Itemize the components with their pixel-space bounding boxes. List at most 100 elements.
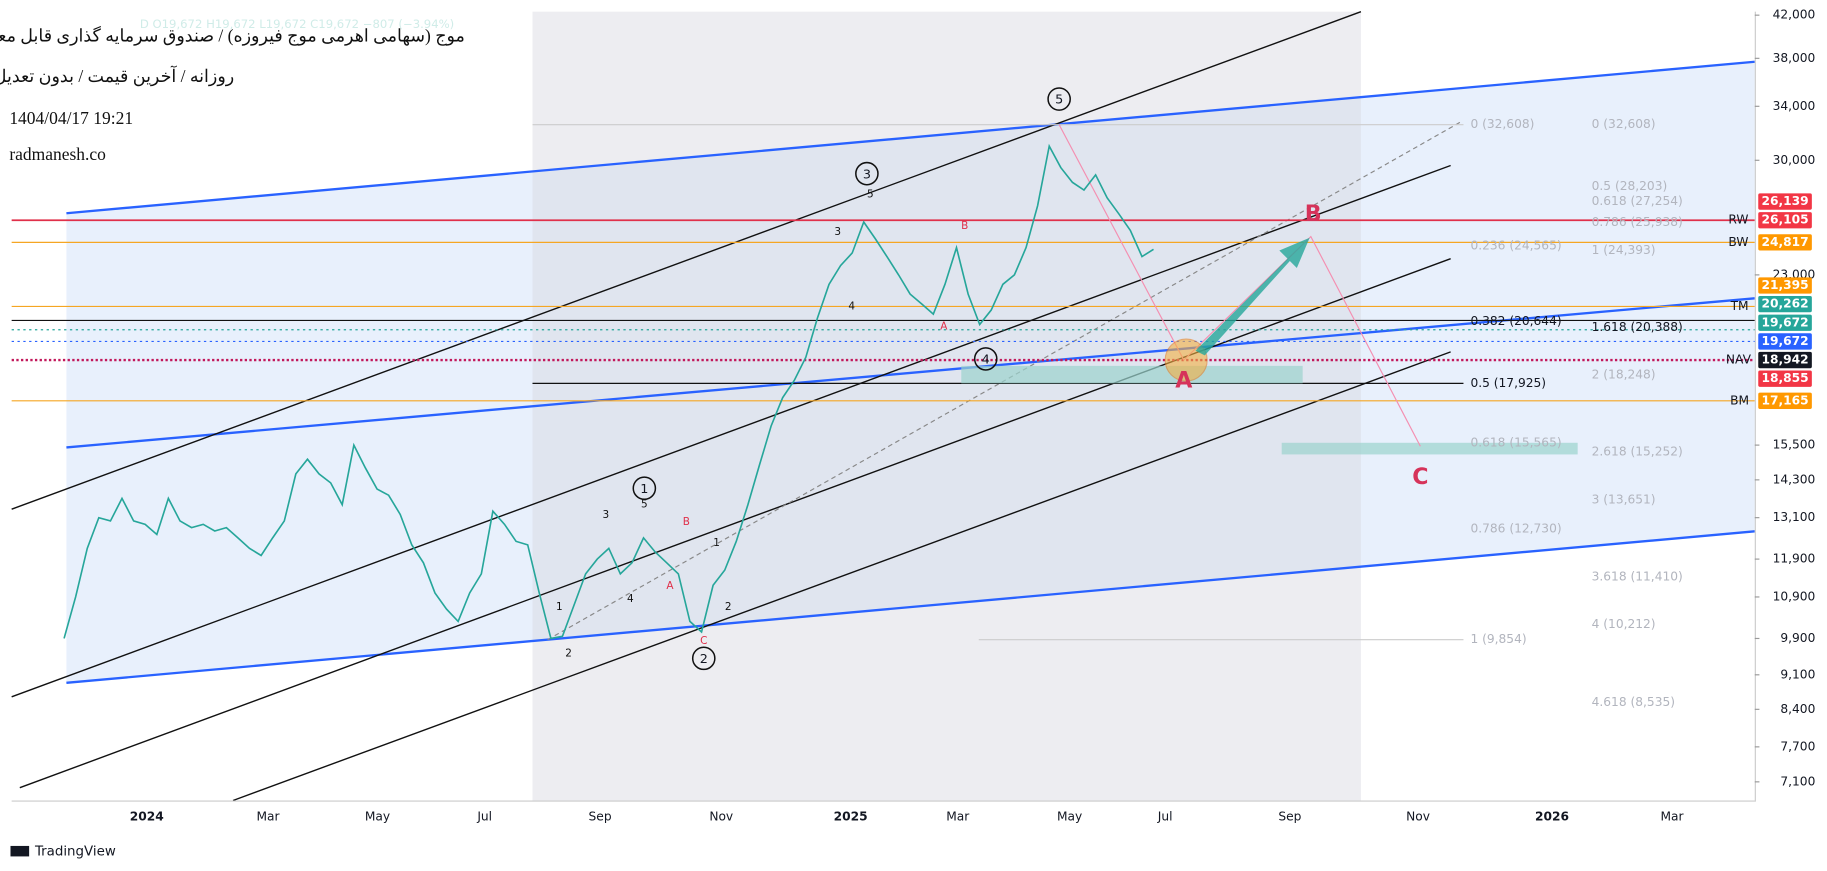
price-tag-label: 18,855	[1761, 371, 1808, 385]
fib-label: 2 (18,248)	[1592, 368, 1656, 382]
wave-circle	[632, 476, 657, 501]
drawings	[11, 11, 1756, 802]
price-tag-label: 24,817	[1761, 235, 1808, 249]
level-name: TM	[1730, 299, 1749, 313]
fib-label: 0 (32,608)	[1470, 117, 1534, 131]
channel-lower	[66, 530, 1755, 684]
fib-label: 0 (32,608)	[1592, 117, 1656, 131]
trend-line	[11, 164, 1451, 698]
fib-label: 3 (13,651)	[1592, 492, 1656, 506]
chart-date: 1404/04/17 19:21	[9, 108, 133, 128]
sub-wave-label: 1	[713, 537, 720, 549]
sub-wave-label: 2	[725, 601, 732, 613]
price-tag-label: 18,942	[1761, 353, 1808, 367]
axis-border	[1754, 11, 1756, 801]
fib-label: 4 (10,212)	[1592, 617, 1656, 631]
fib-label: 1 (24,393)	[1592, 243, 1656, 257]
wave-label: 1	[640, 482, 648, 497]
sub-wave-label: 4	[848, 300, 855, 312]
price-tag-label: 19,672	[1761, 334, 1808, 348]
price-axis-label: 10,900	[1773, 589, 1816, 603]
price-tag	[1758, 333, 1812, 350]
price-tag	[1758, 370, 1812, 387]
level-name: BW	[1728, 235, 1748, 249]
price-tag	[1758, 212, 1812, 229]
fib-label: 3.618 (11,410)	[1592, 569, 1683, 583]
price-axis-label: 38,000	[1773, 51, 1816, 65]
sub-wave-label: B	[961, 220, 968, 232]
price-axis-label: 15,500	[1773, 438, 1816, 452]
time-axis-label: Sep	[1278, 809, 1301, 823]
range-shade	[532, 11, 1361, 801]
projection-path	[1058, 124, 1421, 447]
price-line	[63, 143, 1154, 640]
fib-label: 0.236 (24,565)	[1470, 238, 1561, 252]
time-axis-label: May	[365, 809, 390, 823]
trend-line	[11, 11, 1362, 510]
logo-icon	[10, 845, 30, 857]
price-axis-label: 42,000	[1773, 8, 1816, 22]
price-tag	[1758, 295, 1812, 313]
sub-wave-label: C	[700, 635, 707, 647]
time-axis-label: 2026	[1535, 809, 1569, 823]
price-axis-label: 9,100	[1780, 667, 1815, 681]
wave-circle	[855, 161, 879, 186]
projection-label: C	[1412, 464, 1428, 490]
time-axis-label: 2025	[834, 809, 868, 823]
price-tag	[1758, 234, 1812, 251]
fib-label: 1 (9,854)	[1470, 632, 1526, 646]
price-tag-label: 20,262	[1761, 297, 1808, 311]
price-tag-label: 17,165	[1761, 393, 1808, 407]
fib-label: 0.382 (20,644)	[1470, 314, 1561, 328]
fib-label: 4.618 (8,535)	[1592, 695, 1675, 709]
price-axis-label: 13,100	[1773, 510, 1816, 524]
time-axis-label: Nov	[709, 809, 733, 823]
wave-circle	[1047, 87, 1071, 111]
level-name: NAV	[1726, 353, 1752, 367]
time-axis-label: Mar	[946, 809, 970, 823]
level-name: BM	[1730, 393, 1749, 407]
fib-label: 0.786 (12,730)	[1470, 522, 1561, 536]
chart-title: موج (سهامی اهرمی موج فیروزه) / صندوق سرم…	[0, 25, 465, 46]
wave-circle	[691, 646, 716, 671]
price-tag-label: 21,395	[1761, 278, 1808, 292]
level-name: RW	[1728, 213, 1748, 227]
time-axis-label: Jul	[476, 809, 492, 823]
chart-site: radmanesh.co	[9, 144, 106, 164]
time-axis-label: 2024	[130, 809, 164, 823]
fib-label: 0.5 (28,203)	[1592, 179, 1668, 193]
footer-brand: TradingView	[34, 845, 116, 860]
fib-label: 1.618 (20,388)	[1592, 320, 1683, 334]
time-axis-label: Nov	[1406, 809, 1430, 823]
time-axis-label: May	[1057, 809, 1082, 823]
sub-wave-label: 5	[641, 499, 648, 511]
price-tag-label: 26,105	[1761, 213, 1808, 227]
price-axis-label: 7,700	[1780, 739, 1815, 753]
price-axis-label: 14,300	[1773, 472, 1816, 486]
price-axis-label: 30,000	[1773, 153, 1816, 167]
wave-label: 2	[700, 652, 708, 667]
price-axis-label: 9,900	[1780, 631, 1815, 645]
price-tag-label: 19,672	[1761, 315, 1808, 329]
price-axis-label: 7,100	[1780, 774, 1815, 788]
time-axis-label: Mar	[1661, 809, 1685, 823]
fib-label: 0.618 (15,565)	[1470, 435, 1561, 449]
sub-wave-label: 1	[556, 601, 563, 613]
channel-middle	[66, 297, 1755, 449]
wave-label: 4	[982, 353, 990, 368]
ohlc-line: D O19,672 H19,672 L19,672 C19,672 −807 (…	[140, 17, 454, 31]
chart-subtitle: روزانه / آخرین قیمت / بدون تعدیل	[0, 65, 234, 87]
fib-label: 0.618 (27,254)	[1592, 194, 1683, 208]
projection-label: B	[1305, 201, 1322, 227]
time-axis-label: Jul	[1157, 809, 1173, 823]
price-axis-label: 11,900	[1773, 552, 1816, 566]
sub-wave-label: 4	[627, 593, 634, 605]
wave-label: 3	[863, 167, 871, 182]
fib-label: 0.5 (17,925)	[1470, 376, 1546, 390]
price-tag	[1758, 392, 1812, 409]
axis-border	[11, 800, 1756, 802]
price-tag	[1758, 277, 1812, 294]
target-zone	[961, 365, 1303, 384]
